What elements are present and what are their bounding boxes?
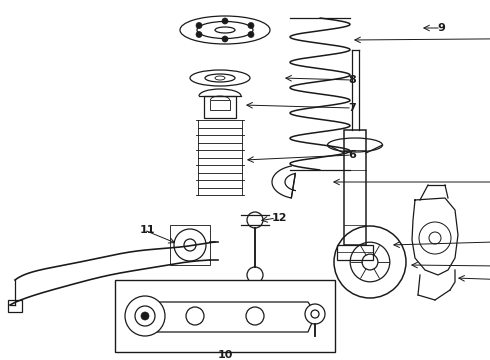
Circle shape xyxy=(141,312,149,320)
Text: 12: 12 xyxy=(272,213,288,223)
Circle shape xyxy=(196,22,202,28)
Bar xyxy=(344,130,366,245)
Circle shape xyxy=(305,304,325,324)
Bar xyxy=(115,280,335,352)
Circle shape xyxy=(246,307,264,325)
Text: 8: 8 xyxy=(348,75,356,85)
Circle shape xyxy=(196,31,202,37)
Bar xyxy=(210,100,230,110)
Circle shape xyxy=(248,31,254,37)
Polygon shape xyxy=(140,302,314,332)
Circle shape xyxy=(222,36,228,42)
Circle shape xyxy=(248,22,254,28)
Text: 7: 7 xyxy=(348,103,356,113)
Text: 11: 11 xyxy=(140,225,155,235)
Text: 10: 10 xyxy=(217,350,233,360)
Bar xyxy=(204,96,236,118)
Text: 9: 9 xyxy=(437,23,445,33)
Text: 6: 6 xyxy=(348,150,356,160)
Circle shape xyxy=(125,296,165,336)
Bar xyxy=(170,225,210,265)
Circle shape xyxy=(222,18,228,24)
Bar xyxy=(338,245,372,260)
Bar xyxy=(8,300,22,312)
Circle shape xyxy=(186,307,204,325)
